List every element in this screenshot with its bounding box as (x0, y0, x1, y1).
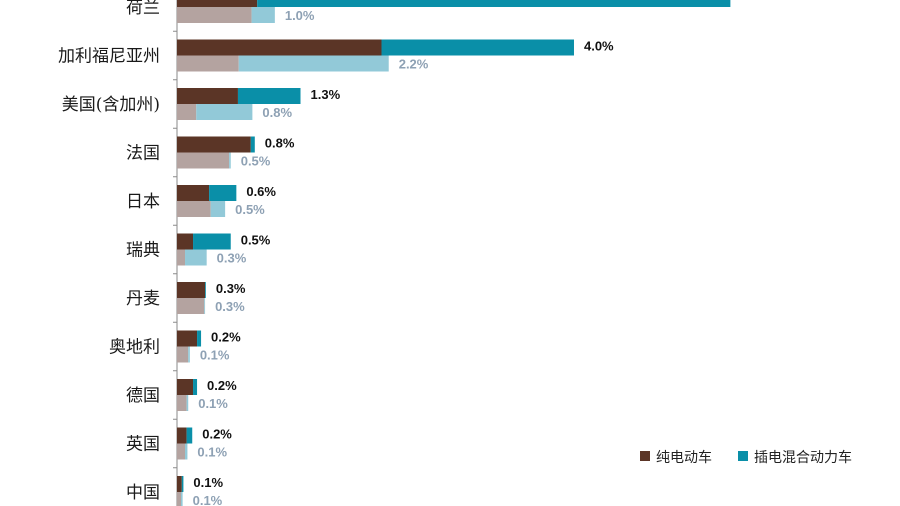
bar-top-bev (177, 427, 187, 444)
value-label-top: 0.2% (207, 378, 237, 393)
bar-bottom-phev (229, 152, 231, 169)
value-label-bottom: 0.3% (217, 251, 247, 266)
bar-top-bev (177, 330, 198, 347)
bar-top-bev (177, 185, 210, 201)
bars-group: 荷兰 1.0% 加利福尼亚州 4.0% 2.2% 美国(含加州) 1.3% 0.8% 法国 0.8… (58, 0, 731, 506)
value-label-top: 0.1% (193, 475, 223, 490)
bar-bottom-bev (177, 395, 187, 411)
bar-bottom-phev (185, 443, 188, 460)
category-label: 中国 (126, 483, 160, 503)
bar-bottom-phev (251, 7, 275, 23)
bar-bottom-bev (177, 346, 189, 363)
bar-bottom-phev (204, 298, 206, 314)
legend-swatch-phev (738, 451, 748, 461)
bar-top-bev (177, 0, 258, 7)
category-label: 瑞典 (126, 241, 160, 261)
bar-bottom-bev (177, 55, 239, 72)
category-label: 日本 (126, 192, 160, 212)
category-label: 美国(含加州) (62, 95, 160, 115)
bar-bottom-phev (188, 346, 190, 363)
value-label-bottom: 0.8% (262, 105, 292, 120)
bar-top-phev (237, 88, 301, 104)
value-label-bottom: 0.3% (215, 299, 245, 314)
legend-label-phev: 插电混合动力车 (754, 449, 852, 466)
bar-top-phev (193, 379, 198, 395)
bar-bottom-bev (177, 298, 205, 314)
bar-bottom-phev (210, 201, 226, 217)
bar-bottom-phev (186, 395, 189, 411)
bar-top-bev (177, 233, 194, 250)
bar-bottom-bev (177, 201, 211, 217)
value-label-top: 1.3% (311, 87, 341, 102)
bar-top-phev (250, 136, 255, 153)
value-label-top: 0.5% (241, 233, 271, 248)
bar-top-phev (186, 427, 193, 444)
value-label-bottom: 0.1% (200, 348, 230, 363)
bar-bottom-phev (181, 492, 183, 506)
bar-bottom-bev (177, 492, 182, 506)
bar-top-phev (197, 330, 202, 347)
value-label-top: 0.6% (246, 184, 276, 199)
value-label-bottom: 0.1% (197, 445, 227, 460)
category-label: 加利福尼亚州 (58, 47, 160, 67)
bar-top-bev (177, 136, 251, 153)
value-label-top: 4.0% (584, 39, 614, 54)
bar-top-phev (205, 282, 206, 298)
bar-top-phev (257, 0, 731, 7)
category-label: 丹麦 (126, 289, 160, 309)
value-label-top: 0.2% (202, 427, 232, 442)
bar-top-phev (193, 233, 231, 250)
value-label-top: 0.8% (265, 136, 295, 151)
category-label: 荷兰 (126, 0, 160, 18)
bar-top-bev (177, 88, 238, 104)
bar-top-phev (381, 39, 574, 56)
category-label: 奥地利 (109, 338, 160, 358)
value-label-bottom: 0.1% (193, 493, 223, 506)
bar-bottom-bev (177, 443, 186, 460)
value-label-top: 0.3% (216, 281, 246, 296)
bar-bottom-bev (177, 249, 186, 266)
bar-top-bev (177, 282, 206, 298)
bar-bottom-phev (238, 55, 389, 72)
bar-bottom-bev (177, 7, 252, 23)
bar-bottom-phev (196, 104, 253, 120)
bar-bottom-bev (177, 104, 197, 120)
bar-top-bev (177, 39, 382, 56)
legend: 纯电动车 插电混合动力车 (640, 449, 852, 466)
bar-top-bev (177, 476, 182, 492)
bar-top-phev (181, 476, 184, 492)
bar-top-bev (177, 379, 194, 395)
value-label-bottom: 1.0% (285, 8, 315, 23)
value-label-bottom: 0.1% (198, 396, 228, 411)
value-label-top: 0.2% (211, 330, 241, 345)
category-label: 法国 (126, 144, 160, 164)
bar-bottom-bev (177, 152, 230, 169)
category-label: 德国 (126, 386, 160, 406)
value-label-bottom: 2.2% (399, 57, 429, 72)
legend-swatch-bev (640, 451, 650, 461)
bar-bottom-phev (185, 249, 207, 266)
category-label: 英国 (126, 435, 160, 455)
legend-label-bev: 纯电动车 (656, 449, 712, 466)
value-label-bottom: 0.5% (235, 202, 265, 217)
bar-top-phev (209, 185, 237, 201)
value-label-bottom: 0.5% (241, 154, 271, 169)
